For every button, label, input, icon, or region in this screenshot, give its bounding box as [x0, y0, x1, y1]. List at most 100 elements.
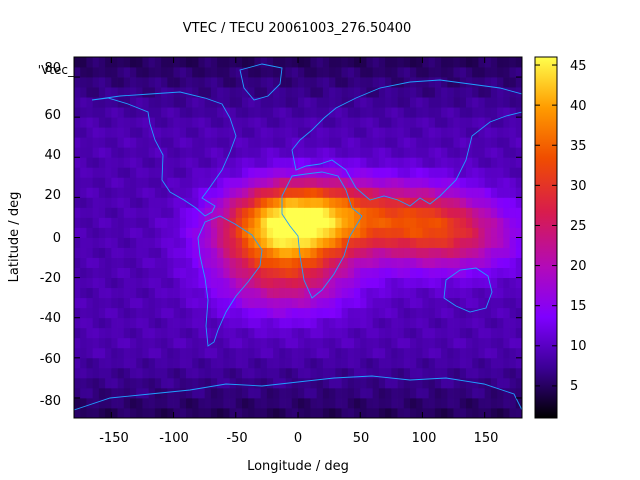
heatmap-cell: [136, 137, 143, 148]
heatmap-cell: [273, 207, 280, 218]
heatmap-cell: [416, 267, 423, 279]
heatmap-cell: [74, 407, 81, 419]
heatmap-cell: [260, 367, 268, 379]
heatmap-cell: [298, 127, 305, 138]
heatmap-cell: [347, 217, 355, 228]
heatmap-cell: [273, 287, 280, 299]
heatmap-cell: [509, 67, 517, 78]
heatmap-cell: [210, 177, 218, 188]
heatmap-cell: [347, 227, 355, 238]
heatmap-cell: [179, 67, 187, 78]
heatmap-cell: [254, 177, 262, 188]
heatmap-cell: [509, 257, 517, 268]
heatmap-cell: [123, 397, 131, 409]
heatmap-cell: [154, 207, 162, 218]
heatmap-cell: [204, 57, 212, 68]
heatmap-cell: [509, 267, 517, 279]
heatmap-cell: [217, 357, 224, 369]
heatmap-cell: [441, 367, 448, 379]
heatmap-cell: [136, 277, 143, 289]
heatmap-cell: [223, 247, 230, 258]
heatmap-cell: [105, 357, 112, 369]
heatmap-cell: [484, 177, 492, 188]
heatmap-cell: [322, 347, 330, 359]
heatmap-cell: [484, 357, 492, 369]
heatmap-cell: [385, 337, 392, 349]
heatmap-cell: [186, 87, 193, 98]
heatmap-cell: [105, 257, 112, 268]
heatmap-cell: [229, 57, 237, 68]
heatmap-cell: [167, 357, 174, 369]
heatmap-cell: [447, 217, 454, 228]
heatmap-cell: [291, 87, 299, 98]
heatmap-cell: [478, 387, 486, 399]
heatmap-cell: [242, 137, 249, 148]
heatmap-cell: [130, 157, 137, 168]
heatmap-cell: [136, 267, 143, 279]
heatmap-cell: [80, 317, 87, 329]
heatmap-cell: [285, 247, 293, 258]
heatmap-cell: [273, 147, 280, 158]
heatmap-cell: [341, 337, 349, 349]
heatmap-cell: [335, 397, 342, 409]
heatmap-cell: [92, 77, 100, 88]
heatmap-cell: [397, 297, 405, 309]
heatmap-cell: [428, 247, 436, 258]
heatmap-cell: [403, 257, 411, 268]
heatmap-cell: [372, 327, 380, 339]
heatmap-cell: [273, 407, 280, 419]
heatmap-cell: [490, 257, 498, 268]
heatmap-cell: [111, 357, 118, 369]
heatmap-cell: [441, 207, 448, 218]
heatmap-cell: [410, 107, 417, 118]
heatmap-cell: [310, 97, 318, 108]
heatmap-cell: [235, 137, 243, 148]
heatmap-cell: [329, 147, 336, 158]
heatmap-cell: [105, 337, 112, 349]
heatmap-cell: [74, 247, 81, 258]
heatmap-cell: [154, 367, 162, 379]
heatmap-cell: [223, 167, 230, 178]
coastline-antarctica: [73, 375, 523, 411]
heatmap-cell: [304, 127, 311, 138]
heatmap-cell: [229, 237, 237, 248]
heatmap-cell: [173, 347, 181, 359]
heatmap-cell: [217, 137, 224, 148]
heatmap-cell: [335, 387, 342, 399]
heatmap-cell: [266, 157, 274, 168]
heatmap-cell: [322, 197, 330, 208]
heatmap-cell: [497, 197, 504, 208]
heatmap-cell: [148, 107, 156, 118]
heatmap-cell: [105, 127, 112, 138]
heatmap-cell: [472, 347, 479, 359]
heatmap-cell: [416, 147, 423, 158]
heatmap-cell: [515, 397, 523, 409]
heatmap-cell: [154, 177, 162, 188]
heatmap-cell: [478, 257, 486, 268]
heatmap-cell: [472, 77, 479, 88]
heatmap-cell: [229, 177, 237, 188]
heatmap-cell: [322, 327, 330, 339]
heatmap-cell: [235, 327, 243, 339]
heatmap-cell: [148, 407, 156, 419]
heatmap-cell: [192, 297, 199, 309]
heatmap-cell: [74, 387, 81, 399]
heatmap-cell: [459, 137, 467, 148]
heatmap-cell: [235, 177, 243, 188]
heatmap-cell: [385, 97, 392, 108]
heatmap-cell: [248, 87, 255, 98]
heatmap-cell: [391, 387, 398, 399]
heatmap-cell: [478, 167, 486, 178]
heatmap-cell: [235, 257, 243, 268]
heatmap-cell: [285, 237, 293, 248]
heatmap-cell: [254, 277, 262, 289]
heatmap-cell: [472, 207, 479, 218]
heatmap-cell: [416, 357, 423, 369]
heatmap-cell: [484, 67, 492, 78]
heatmap-cell: [391, 377, 398, 389]
heatmap-cell: [378, 67, 386, 78]
heatmap-cell: [447, 377, 454, 389]
heatmap-cell: [385, 207, 392, 218]
heatmap-cell: [497, 357, 504, 369]
heatmap-cell: [354, 217, 361, 228]
